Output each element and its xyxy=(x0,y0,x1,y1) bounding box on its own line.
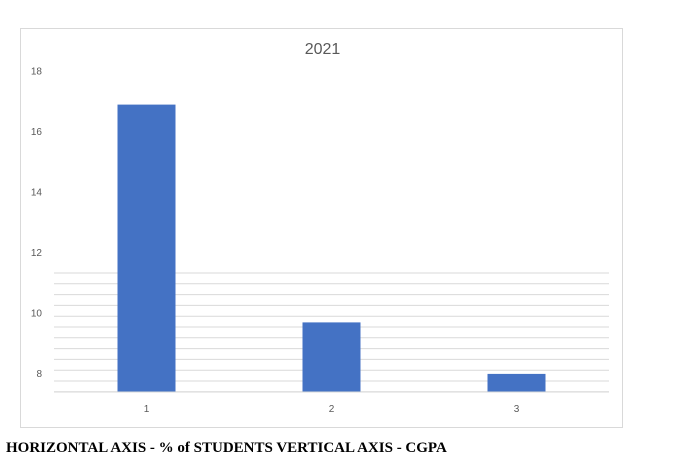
x-tick-label: 1 xyxy=(144,404,150,415)
bar-1 xyxy=(117,104,176,392)
y-tick-label: 14 xyxy=(31,188,43,199)
y-tick-label: 12 xyxy=(31,248,43,259)
y-tick-label: 18 xyxy=(31,67,43,78)
bar-2 xyxy=(302,322,361,392)
x-tick-label: 2 xyxy=(329,404,335,415)
chart-title: 2021 xyxy=(304,41,341,58)
bar-3 xyxy=(487,373,546,392)
y-tick-label: 8 xyxy=(36,369,42,380)
y-tick-label: 16 xyxy=(31,127,43,138)
x-tick-label: 3 xyxy=(514,404,520,415)
axis-caption: HORIZONTAL AXIS - % of STUDENTS VERTICAL… xyxy=(6,440,447,456)
chart-frame: 2021 8 10 12 14 16 18 1 2 3 xyxy=(20,28,623,428)
y-tick-label: 10 xyxy=(31,309,43,320)
